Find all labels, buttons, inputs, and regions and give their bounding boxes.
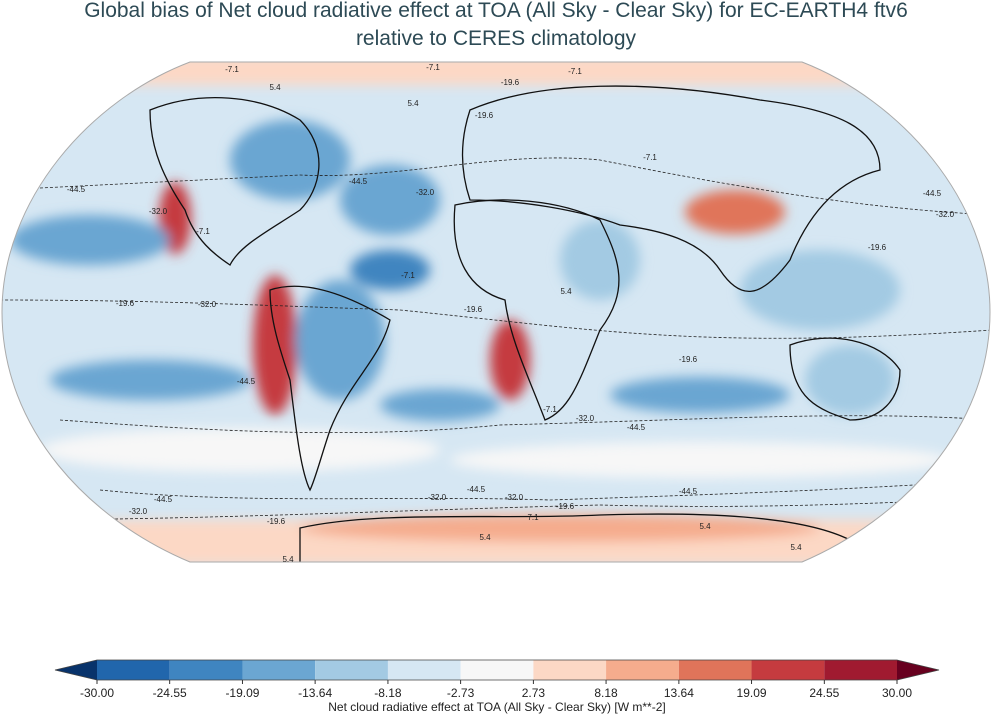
contour-label: -32.0: [129, 507, 148, 516]
contour-label: 5.4: [790, 543, 802, 552]
contour-label: -44.5: [67, 185, 86, 194]
colorbar-tick-label: 24.55: [809, 686, 839, 700]
contour-label: -19.6: [556, 502, 575, 511]
colorbar-tick-label: 2.73: [522, 686, 546, 700]
contour-label: -32.0: [936, 210, 955, 219]
contour-label: -32.0: [149, 207, 168, 216]
colorbar-tick-label: 19.09: [737, 686, 767, 700]
contour-label: 5.4: [479, 533, 491, 542]
contour-label: -19.6: [116, 299, 135, 308]
title-line: Global bias of Net cloud radiative effec…: [84, 0, 908, 22]
map: [2, 62, 990, 562]
contour-label: -19.6: [464, 305, 483, 314]
colorbar: -30.00 -24.55 -19.09 -13.64 -8.18 -2.73 2.73 8.…: [54, 659, 940, 714]
contour-label: -19.6: [267, 517, 286, 526]
colorbar-tick-label: 8.18: [594, 686, 618, 700]
contour-label: -7.1: [196, 227, 210, 236]
colorbar-segment: [387, 660, 461, 680]
contour-label: -19.6: [679, 355, 698, 364]
contour-label: 5.4: [407, 99, 419, 108]
title-line: relative to CERES climatology: [356, 27, 637, 50]
contour-label: -19.6: [501, 78, 520, 87]
contour-label: -32.0: [198, 300, 217, 309]
contour-label: -44.5: [923, 189, 942, 198]
colorbar-extend-high: [897, 660, 939, 680]
contour-label: -7.1: [568, 67, 582, 76]
colorbar-segment: [533, 660, 607, 680]
contour-label: -7.1: [643, 153, 657, 162]
contour-label: 5.4: [282, 555, 294, 564]
colorbar-segment: [751, 660, 825, 680]
colorbar-tick-label: -24.55: [153, 686, 187, 700]
colorbar-tick-label: -13.64: [298, 686, 332, 700]
colorbar-segment: [97, 660, 170, 680]
contour-label: -44.5: [627, 423, 646, 432]
colorbar-tick-label: -8.18: [374, 686, 402, 700]
colorbar-extend-low: [55, 660, 97, 680]
contour-label: -44.5: [467, 485, 486, 494]
contour-label: -44.5: [154, 495, 173, 504]
contour-label: 5.4: [560, 287, 572, 296]
contour-label: -32.0: [416, 188, 435, 197]
contour-label: 5.4: [269, 83, 281, 92]
contour-label: -44.5: [237, 377, 256, 386]
contour-labels: -7.1 -7.1 -7.1 5.4 5.4 -19.6 -19.6 -7.1 -44.5 -32…: [67, 63, 955, 564]
colorbar-tick-label: 13.64: [664, 686, 694, 700]
colorbar-segment: [315, 660, 388, 680]
contour-label: -19.6: [475, 111, 494, 120]
contour-label: -44.5: [679, 487, 698, 496]
colorbar-segment: [824, 660, 897, 680]
colorbar-segment: [460, 660, 534, 680]
colorbar-tick-label: -2.73: [447, 686, 475, 700]
colorbar-segment: [169, 660, 243, 680]
colorbar-segment: [242, 660, 316, 680]
map-frame: [1, 61, 991, 563]
contour-label: -32.0: [428, 493, 447, 502]
contours: [2, 157, 990, 521]
contour-label: -32.0: [505, 493, 524, 502]
contour-label: -7.1: [225, 65, 239, 74]
colorbar-tick-label: -19.09: [225, 686, 259, 700]
colorbar-label: Net cloud radiative effect at TOA (All S…: [328, 700, 665, 714]
coastlines: [149, 85, 901, 562]
colorbar-segment: [678, 660, 752, 680]
colorbar-tick-label: -30.00: [80, 686, 114, 700]
contour-label: -44.5: [349, 177, 368, 186]
contour-label: -32.0: [576, 414, 595, 423]
contour-label: -7.1: [426, 63, 440, 72]
contour-label: -7.1: [401, 271, 415, 280]
contour-label: 5.4: [699, 522, 711, 531]
contour-label: -7.1: [543, 405, 557, 414]
contour-label: -19.6: [868, 243, 887, 252]
colorbar-tick-label: 30.00: [882, 686, 912, 700]
contour-label: 7.1: [527, 513, 539, 522]
colorbar-segment: [606, 660, 679, 680]
